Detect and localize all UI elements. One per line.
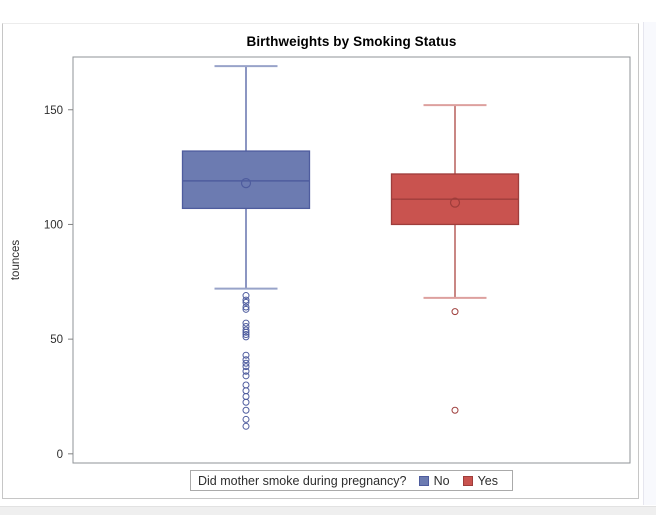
outlier-point xyxy=(242,331,250,339)
outlier-point xyxy=(242,398,250,406)
horizontal-scrollbar[interactable] xyxy=(0,506,656,515)
outlier-point xyxy=(242,319,250,327)
outlier-point xyxy=(242,333,250,341)
y-tick-label: 0 xyxy=(57,449,63,461)
outlier-point xyxy=(242,422,250,430)
outlier-point xyxy=(242,415,250,423)
y-tick-label: 150 xyxy=(44,105,63,117)
legend-title: Did mother smoke during pregnancy? xyxy=(198,473,407,488)
yes-color-swatch xyxy=(462,475,473,486)
outlier-point xyxy=(242,305,250,313)
legend-entry-yes-label: Yes xyxy=(477,473,498,488)
outlier-point xyxy=(242,406,250,414)
outlier-point xyxy=(242,367,250,375)
outlier-point xyxy=(242,356,250,364)
outlier-point xyxy=(242,292,250,300)
plot-area xyxy=(72,56,631,464)
outlier-point xyxy=(242,363,250,371)
legend-entry-yes: Yes xyxy=(462,473,498,488)
outlier-point xyxy=(451,308,459,316)
outlier-point xyxy=(242,328,250,336)
mean-marker xyxy=(240,178,252,189)
y-tick-label: 100 xyxy=(44,219,63,231)
legend-entry-no: No xyxy=(418,473,450,488)
no-color-swatch xyxy=(418,475,429,486)
outlier-point xyxy=(242,351,250,359)
mean-marker xyxy=(449,197,461,208)
legend: Did mother smoke during pregnancy? No Ye… xyxy=(190,470,513,491)
outlier-point xyxy=(242,359,250,367)
box-no xyxy=(181,150,311,210)
outlier-point xyxy=(242,372,250,380)
outlier-point xyxy=(242,298,250,306)
outlier-point xyxy=(242,326,250,334)
y-tick-label: 50 xyxy=(50,334,63,346)
chart-title: Birthweights by Smoking Status xyxy=(246,34,457,49)
outlier-point xyxy=(242,296,250,304)
outlier-point xyxy=(242,303,250,311)
vertical-scrollbar[interactable] xyxy=(643,22,656,505)
legend-entry-no-label: No xyxy=(433,473,450,488)
outlier-point xyxy=(451,406,459,414)
